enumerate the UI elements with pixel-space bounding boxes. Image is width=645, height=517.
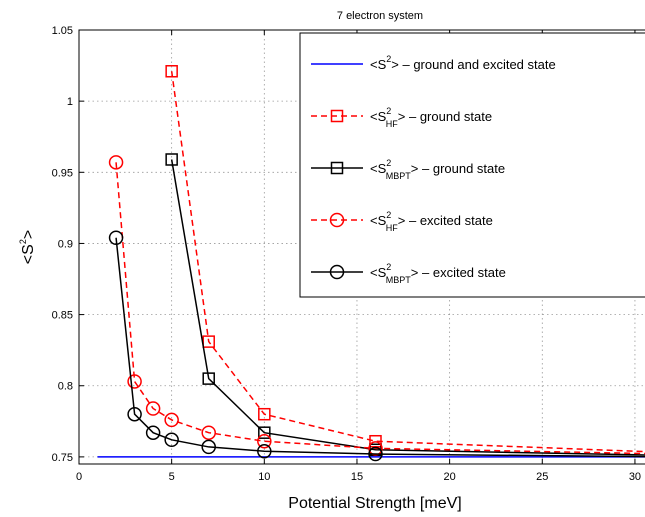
- legend-label-sup: 2: [386, 158, 391, 168]
- legend-label-sup: 2: [386, 54, 391, 64]
- y-axis-label-prefix: <S: [20, 244, 37, 264]
- legend-entry-3: <S2 MBPT> – ground state: [311, 158, 505, 181]
- chart-title: 7 electron system: [337, 10, 423, 22]
- series-2-line: [170, 71, 645, 453]
- legend-label-sub: MBPT: [386, 275, 412, 285]
- series-5: [108, 230, 645, 462]
- data-point: [164, 432, 179, 448]
- legend-swatch-marker: [329, 212, 345, 228]
- data-point: [108, 155, 124, 170]
- legend-label-sup: 2: [386, 106, 391, 116]
- legend-box: [299, 32, 645, 298]
- x-tick-label: 30: [629, 471, 641, 483]
- series-5-line: [115, 237, 645, 458]
- legend: <S2> – ground and excited state<S2 HF> – …: [299, 32, 645, 298]
- series-4: [108, 155, 645, 456]
- y-axis-label: <S2>: [18, 230, 37, 264]
- data-point: [145, 425, 161, 440]
- series-2: [165, 65, 645, 453]
- legend-label-prefix: <S: [370, 161, 387, 176]
- y-axis-label-sup: 2: [18, 239, 28, 244]
- legend-label-sup: 2: [386, 262, 391, 272]
- legend-label: <S2 MBPT> – ground state: [370, 158, 505, 181]
- y-tick-label: 0.9: [58, 238, 73, 250]
- legend-entry-2: <S2 HF> – ground state: [311, 106, 492, 129]
- legend-label: <S2 HF> – excited state: [370, 210, 493, 233]
- legend-label-sub: HF: [386, 119, 398, 129]
- legend-label-prefix: <S: [370, 265, 387, 280]
- legend-entry-1: <S2> – ground and excited state: [311, 54, 556, 72]
- x-tick-label: 0: [76, 471, 82, 483]
- legend-label-suffix: > – ground and excited state: [391, 57, 555, 72]
- x-tick-label: 15: [351, 471, 363, 483]
- y-tick-label: 0.8: [58, 381, 73, 393]
- legend-label-prefix: <S: [370, 57, 387, 72]
- legend-label-prefix: <S: [370, 109, 387, 124]
- series-3-line: [170, 159, 645, 456]
- data-point: [258, 407, 271, 421]
- x-axis-label: Potential Strength [meV]: [288, 495, 461, 512]
- data-point: [165, 65, 178, 78]
- legend-entry-4: <S2 HF> – excited state: [311, 210, 493, 233]
- data-point: [165, 153, 178, 166]
- x-tick-label: 10: [258, 471, 270, 483]
- legend-label: <S2 MBPT> – excited state: [370, 262, 506, 285]
- data-point: [108, 230, 124, 246]
- legend-label-sub: MBPT: [386, 171, 412, 181]
- y-tick-label: 1: [67, 96, 73, 108]
- legend-label: <S2 HF> – ground state: [370, 106, 492, 129]
- axes-ticks: 0 5 10 15 20 25 30 0.75 0.8 0.85 0.9 0.95 1 1.05: [52, 25, 641, 483]
- legend-entry-5: <S2 MBPT> – excited state: [311, 262, 506, 285]
- data-point: [368, 446, 383, 462]
- y-axis-label-suffix: >: [20, 230, 37, 239]
- data-point: [257, 433, 272, 449]
- data-point: [201, 425, 216, 440]
- legend-label-prefix: <S: [370, 213, 387, 228]
- data-point: [202, 372, 215, 385]
- data-point: [258, 426, 271, 439]
- y-tick-label: 0.85: [52, 310, 73, 322]
- data-point: [164, 412, 179, 428]
- data-point: [127, 406, 142, 422]
- legend-swatch-marker: [329, 264, 345, 280]
- x-tick-label: 5: [169, 471, 175, 483]
- data-point: [368, 441, 383, 456]
- legend-label-suffix: > – ground state: [398, 109, 492, 124]
- axes-frame: [78, 29, 645, 465]
- y-tick-label: 1.05: [52, 25, 73, 37]
- svg-text:<S2>: <S2>: [18, 230, 37, 264]
- data-point: [127, 374, 142, 389]
- legend-swatch-marker: [330, 109, 344, 123]
- y-tick-label: 0.95: [52, 167, 73, 179]
- legend-swatch-marker: [330, 161, 344, 175]
- plot-area: [97, 65, 645, 462]
- x-tick-label: 25: [536, 471, 548, 483]
- legend-label-sup: 2: [386, 210, 391, 220]
- legend-label: <S2> – ground and excited state: [370, 54, 556, 72]
- data-point: [369, 434, 382, 448]
- legend-label-suffix: > – excited state: [411, 265, 506, 280]
- series-4-line: [115, 162, 645, 455]
- x-tick-label: 20: [444, 471, 456, 483]
- legend-label-suffix: > – excited state: [398, 213, 493, 228]
- data-point: [145, 401, 161, 416]
- legend-label-suffix: > – ground state: [411, 161, 505, 176]
- y-tick-label: 0.75: [52, 452, 73, 464]
- data-point: [201, 439, 216, 455]
- legend-label-sub: HF: [386, 223, 398, 233]
- data-point: [257, 443, 272, 459]
